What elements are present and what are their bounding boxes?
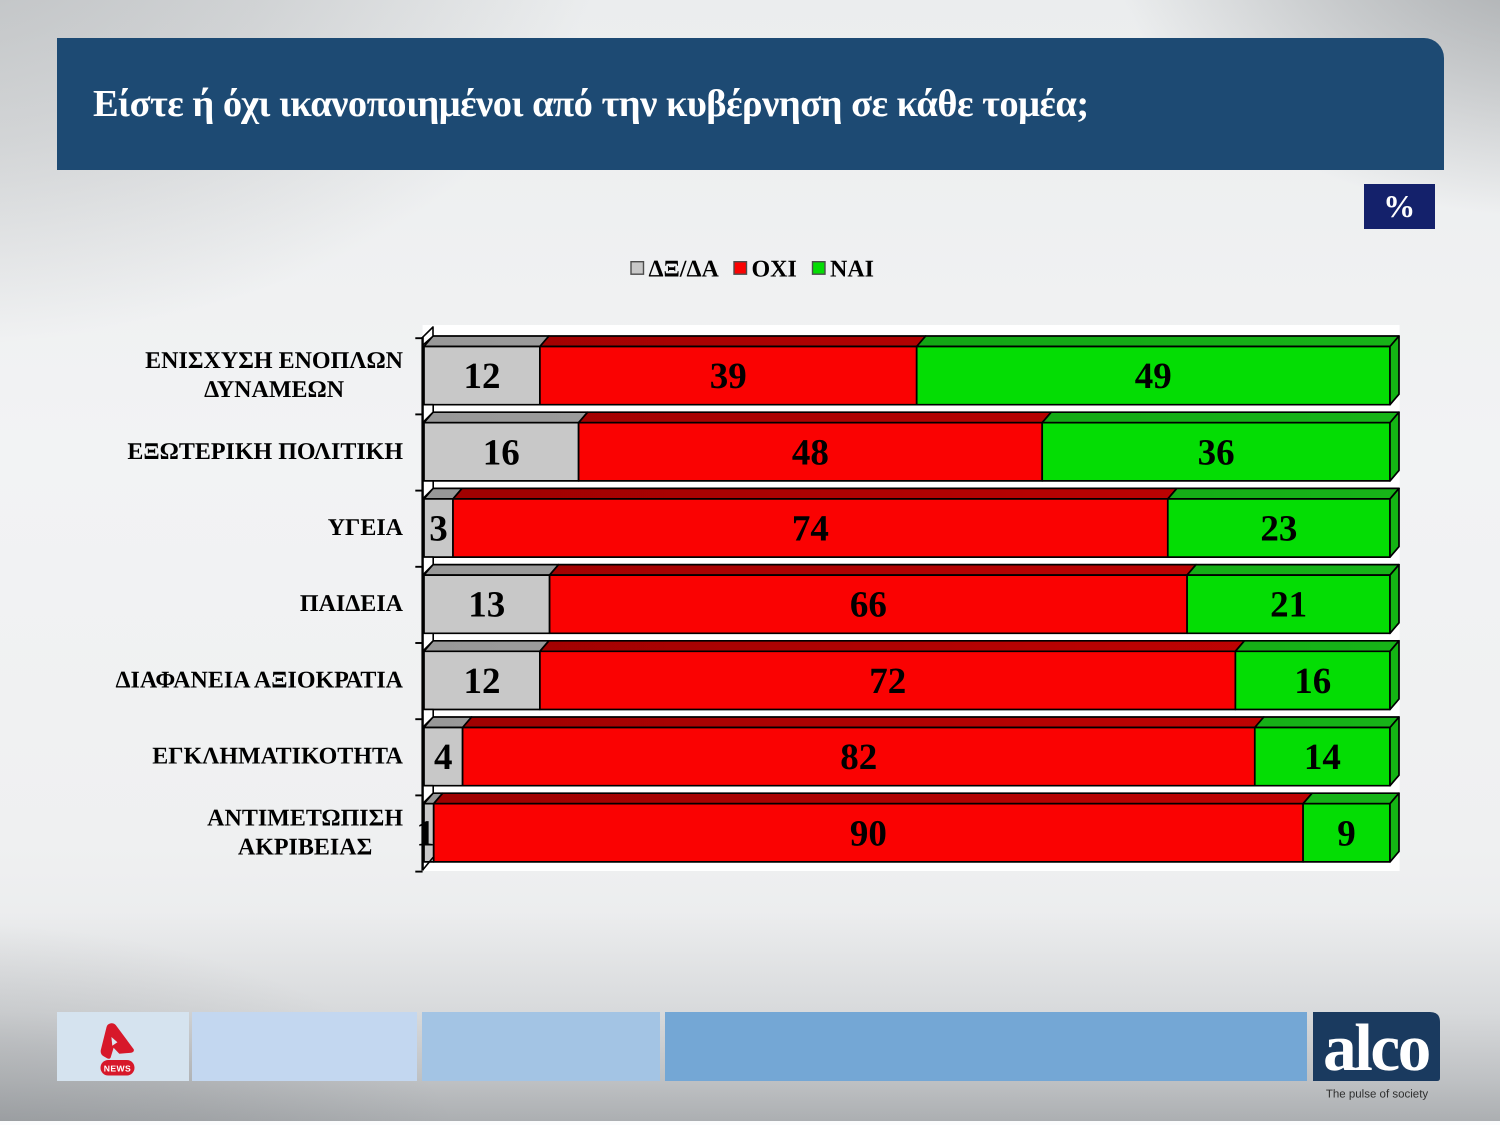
svg-text:ΑΚΡΙΒΕΙΑΣ: ΑΚΡΙΒΕΙΑΣ <box>238 834 372 860</box>
svg-text:ΔΥΝΑΜΕΩΝ: ΔΥΝΑΜΕΩΝ <box>204 377 345 403</box>
svg-text:72: 72 <box>869 661 906 702</box>
svg-text:90: 90 <box>850 813 887 854</box>
svg-text:39: 39 <box>710 356 747 397</box>
svg-text:NEWS: NEWS <box>104 1063 131 1073</box>
svg-text:16: 16 <box>1294 661 1331 702</box>
svg-text:ΕΞΩΤΕΡΙΚΗ ΠΟΛΙΤΙΚΗ: ΕΞΩΤΕΡΙΚΗ ΠΟΛΙΤΙΚΗ <box>127 439 403 465</box>
svg-text:49: 49 <box>1135 356 1172 397</box>
svg-text:12: 12 <box>464 661 501 702</box>
svg-text:74: 74 <box>792 509 829 550</box>
svg-text:ΠΑΙΔΕΙΑ: ΠΑΙΔΕΙΑ <box>300 591 404 617</box>
svg-text:ΕΝΙΣΧΥΣΗ ΕΝΟΠΛΩΝ: ΕΝΙΣΧΥΣΗ ΕΝΟΠΛΩΝ <box>145 348 403 374</box>
svg-text:12: 12 <box>464 356 501 397</box>
svg-text:13: 13 <box>468 585 505 626</box>
svg-text:82: 82 <box>840 737 877 778</box>
svg-text:9: 9 <box>1337 813 1356 854</box>
svg-text:4: 4 <box>434 737 453 778</box>
svg-text:ΔΞ/ΔΑ: ΔΞ/ΔΑ <box>649 257 720 283</box>
svg-text:The pulse of society: The pulse of society <box>1326 1089 1429 1101</box>
svg-text:66: 66 <box>850 585 887 626</box>
svg-text:21: 21 <box>1270 585 1307 626</box>
svg-text:ΔΙΑΦΑΝΕΙΑ ΑΞΙΟΚΡΑΤΙΑ: ΔΙΑΦΑΝΕΙΑ ΑΞΙΟΚΡΑΤΙΑ <box>115 667 403 693</box>
svg-text:ΕΓΚΛΗΜΑΤΙΚΟΤΗΤΑ: ΕΓΚΛΗΜΑΤΙΚΟΤΗΤΑ <box>152 744 403 770</box>
svg-text:16: 16 <box>483 432 520 473</box>
svg-text:ΝΑΙ: ΝΑΙ <box>830 257 874 283</box>
svg-text:ΟΧΙ: ΟΧΙ <box>752 257 797 283</box>
svg-text:36: 36 <box>1198 432 1235 473</box>
svg-text:3: 3 <box>429 509 448 550</box>
svg-text:alco: alco <box>1323 1012 1429 1085</box>
svg-text:23: 23 <box>1260 509 1297 550</box>
svg-text:ΥΓΕΙΑ: ΥΓΕΙΑ <box>328 515 404 541</box>
svg-text:1: 1 <box>416 813 435 854</box>
svg-text:ΑΝΤΙΜΕΤΩΠΙΣΗ: ΑΝΤΙΜΕΤΩΠΙΣΗ <box>207 805 403 831</box>
svg-text:48: 48 <box>792 432 829 473</box>
svg-text:14: 14 <box>1304 737 1341 778</box>
